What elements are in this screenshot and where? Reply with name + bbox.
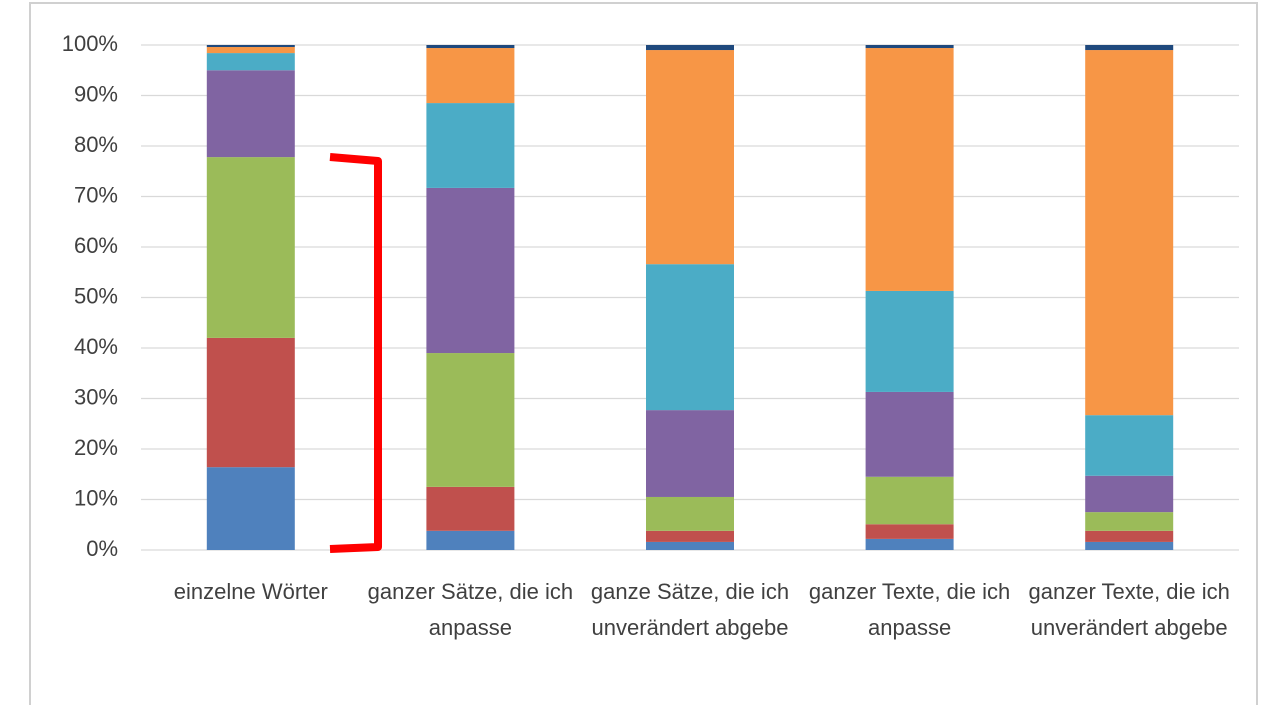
bar-segment <box>206 45 295 48</box>
y-tick-label: 10% <box>74 485 118 510</box>
x-tick-label: einzelne Wörter <box>174 579 328 604</box>
bar-segment <box>646 50 734 265</box>
y-tick-label: 80% <box>74 132 118 157</box>
bar-segment <box>426 353 515 487</box>
bar-segment <box>865 538 954 550</box>
y-tick-label: 20% <box>74 435 118 460</box>
bar-segment <box>865 290 954 392</box>
bracket <box>329 153 382 553</box>
bar-segment <box>1085 415 1174 476</box>
bar-segment <box>1085 530 1174 542</box>
bar-segment <box>426 187 515 354</box>
bar-segment <box>1085 541 1174 550</box>
y-tick-label: 0% <box>86 536 118 561</box>
bar-segment <box>865 524 954 539</box>
y-tick-label: 50% <box>74 283 118 308</box>
y-tick-label: 70% <box>74 182 118 207</box>
x-tick-label: ganzer Texte, die ich anpasse <box>809 579 1010 640</box>
bar-segment <box>646 264 734 411</box>
bar-segment <box>646 541 734 550</box>
plot: 0% 10% 20% 30% 40% 50% 60% 70% 80% 90% 100% einzeln… <box>62 31 1239 640</box>
bar-segment <box>865 476 954 525</box>
y-tick-label: 30% <box>74 384 118 409</box>
bar-segment <box>426 45 515 49</box>
bar-segment <box>1085 475 1174 513</box>
bar-segment <box>206 70 295 158</box>
bar-segment <box>206 337 295 468</box>
bar-segment <box>646 45 734 51</box>
bar-segment <box>865 48 954 291</box>
y-tick-label: 100% <box>62 31 118 56</box>
y-tick-label: 40% <box>74 334 118 359</box>
bar-segment <box>426 486 515 531</box>
bar-segment <box>865 45 954 49</box>
bar-segment <box>206 47 295 54</box>
bar-segment <box>426 48 515 104</box>
bar-segment <box>206 53 295 71</box>
bar-segment <box>426 103 515 188</box>
bar-segment <box>646 496 734 531</box>
x-tick-label: ganze Sätze, die ich unverändert abgebe <box>591 579 789 640</box>
bar-segment <box>1085 512 1174 531</box>
bar-segment <box>1085 45 1174 51</box>
frame <box>29 2 1258 705</box>
x-tick-label: ganzer Sätze, die ich anpasse <box>368 579 573 640</box>
y-tick-label: 90% <box>74 81 118 106</box>
bar-segment <box>1085 50 1174 416</box>
bar-segment <box>206 467 295 550</box>
bar-segment <box>426 530 515 550</box>
bar-segment <box>206 157 295 338</box>
bar-segment <box>646 410 734 497</box>
y-tick-label: 60% <box>74 233 118 258</box>
x-tick-label: ganzer Texte, die ich unverändert abgebe <box>1029 579 1230 640</box>
bar-segment <box>646 530 734 542</box>
bar-segment <box>865 391 954 477</box>
